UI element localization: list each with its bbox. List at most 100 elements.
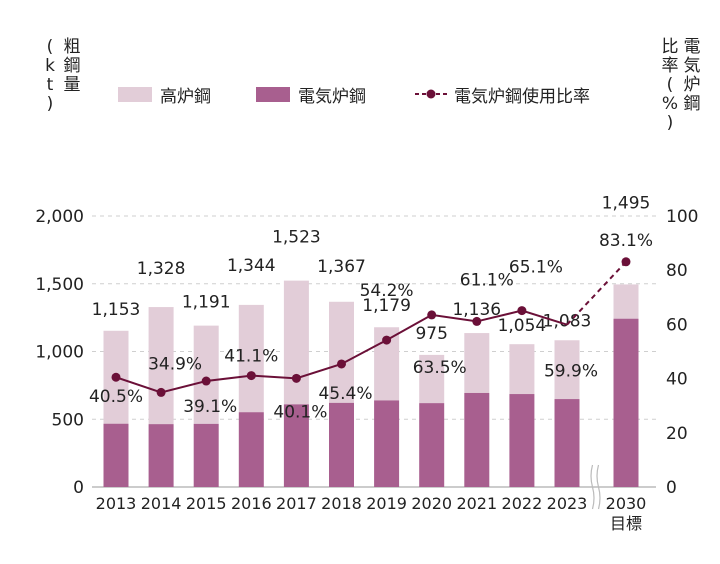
ratio-point xyxy=(337,359,346,369)
x-axis-tick-sublabel: 目標 xyxy=(610,514,642,533)
legend-swatch-blast-furnace xyxy=(118,86,152,102)
legend-label-blast-furnace: 高炉鋼 xyxy=(160,86,211,107)
bar-total-label: 1,054 xyxy=(498,316,547,336)
left-axis-tick-label: 1,000 xyxy=(35,343,84,363)
bar-electric-furnace xyxy=(103,423,129,487)
ratio-data-label: 40.1% xyxy=(273,402,327,422)
legend-swatch-electric-furnace xyxy=(256,86,290,102)
left-axis-tick-label: 500 xyxy=(52,410,84,430)
bar-total-label: 1,153 xyxy=(92,300,141,320)
ratio-data-label: 59.9% xyxy=(544,362,598,382)
left-title-char: 鋼 xyxy=(63,56,81,76)
right-paren-char: ) xyxy=(666,113,674,133)
bar-total-label: 1,367 xyxy=(317,257,366,277)
right-title-char: 率 xyxy=(661,56,679,76)
bar-total-label: 1,328 xyxy=(137,259,186,279)
left-axis-title: ( k t ) 粗 鋼 量 xyxy=(40,38,82,114)
right-paren-char: ( xyxy=(666,75,674,95)
right-axis-title: 比 率 ( % ) 電 気 炉 鋼 xyxy=(660,38,702,133)
left-axis-title-main: 粗 鋼 量 xyxy=(62,38,82,114)
ratio-data-label: 63.5% xyxy=(413,358,467,378)
right-title-char: 比 xyxy=(661,37,679,57)
x-axis-tick-label: 2023 xyxy=(547,494,588,513)
x-axis-tick-label: 2020 xyxy=(411,494,452,513)
bar-electric-furnace xyxy=(554,399,580,487)
x-axis-tick-label: 2016 xyxy=(231,494,272,513)
x-axis-tick-label: 2018 xyxy=(321,494,362,513)
ratio-data-label: 83.1% xyxy=(599,231,653,251)
left-axis-tick-label: 0 xyxy=(73,478,84,498)
right-axis-tick-label: 0 xyxy=(666,478,677,498)
bar-electric-furnace xyxy=(283,404,309,487)
legend-label-ratio: 電気炉鋼使用比率 xyxy=(454,86,590,107)
ratio-data-label: 34.9% xyxy=(148,354,202,374)
bar-electric-furnace xyxy=(193,423,219,487)
x-axis-tick-label: 2019 xyxy=(366,494,407,513)
bar-blast-furnace xyxy=(148,307,174,425)
right-title-char: 電 xyxy=(683,37,701,57)
ratio-data-label: 54.2% xyxy=(360,281,414,301)
ratio-point xyxy=(517,306,527,316)
ratio-point xyxy=(621,257,631,267)
left-paren-char: ( xyxy=(46,37,54,57)
bar-blast-furnace xyxy=(613,284,639,319)
x-axis-tick-label: 2015 xyxy=(186,494,227,513)
axis-break-mark xyxy=(596,464,601,510)
bar-electric-furnace xyxy=(238,412,264,487)
left-paren-char: ) xyxy=(46,94,54,114)
ratio-data-label: 61.1% xyxy=(460,270,514,290)
ratio-point xyxy=(246,371,256,381)
bar-electric-furnace xyxy=(509,394,535,487)
ratio-point xyxy=(111,372,121,382)
bar-electric-furnace xyxy=(374,400,400,487)
bar-total-label: 975 xyxy=(415,324,447,344)
bar-electric-furnace xyxy=(329,402,354,487)
right-title-char: 炉 xyxy=(683,75,701,95)
bar-total-label: 1,344 xyxy=(227,256,276,276)
right-axis-title-col1: 比 率 ( % ) xyxy=(660,38,680,133)
left-axis-tick-label: 2,000 xyxy=(35,207,84,227)
right-axis-title-col2: 電 気 炉 鋼 xyxy=(682,38,702,133)
legend-line-marker-icon xyxy=(415,89,447,99)
left-paren-char: k xyxy=(45,56,55,76)
ratio-point xyxy=(427,310,437,320)
right-axis-tick-label: 20 xyxy=(666,424,688,444)
right-axis-tick-label: 80 xyxy=(666,261,688,281)
ratio-point xyxy=(472,316,482,326)
axis-break-mark xyxy=(590,464,595,510)
bar-blast-furnace xyxy=(329,301,354,403)
x-axis-tick-label: 2014 xyxy=(141,494,182,513)
bar-total-label: 1,136 xyxy=(452,300,501,320)
ratio-data-label: 39.1% xyxy=(183,397,237,417)
bar-total-label: 1,523 xyxy=(272,228,321,248)
bar-total-label: 1,083 xyxy=(543,311,592,331)
ratio-point xyxy=(382,335,392,345)
x-axis-tick-label: 2013 xyxy=(96,494,137,513)
bar-blast-furnace xyxy=(554,340,580,400)
left-axis-tick-label: 1,500 xyxy=(35,275,84,295)
legend-item-electric-furnace: 電気炉鋼 xyxy=(256,84,366,107)
ratio-data-label: 45.4% xyxy=(318,384,372,404)
x-axis-tick-label: 2021 xyxy=(456,494,497,513)
left-axis-title-paren: ( k t ) xyxy=(40,38,60,114)
ratio-point xyxy=(156,387,166,397)
left-title-char: 量 xyxy=(63,75,81,95)
ratio-data-label: 40.5% xyxy=(89,387,143,407)
x-axis-tick-label: 2022 xyxy=(502,494,543,513)
legend-item-ratio: 電気炉鋼使用比率 xyxy=(414,84,590,107)
bar-blast-furnace xyxy=(193,325,219,424)
right-axis-tick-label: 40 xyxy=(666,370,688,390)
bar-blast-furnace xyxy=(509,344,535,395)
bar-electric-furnace xyxy=(464,392,490,487)
left-paren-char: t xyxy=(46,75,54,95)
ratio-data-label: 65.1% xyxy=(509,258,563,278)
bar-blast-furnace xyxy=(419,354,445,404)
right-title-char: 気 xyxy=(683,56,701,76)
ratio-point xyxy=(201,376,211,386)
left-title-char: 粗 xyxy=(63,37,81,57)
bar-total-label: 1,495 xyxy=(602,193,651,213)
bar-electric-furnace xyxy=(419,403,445,487)
bar-electric-furnace xyxy=(613,318,639,487)
bar-total-label: 1,179 xyxy=(362,296,411,316)
